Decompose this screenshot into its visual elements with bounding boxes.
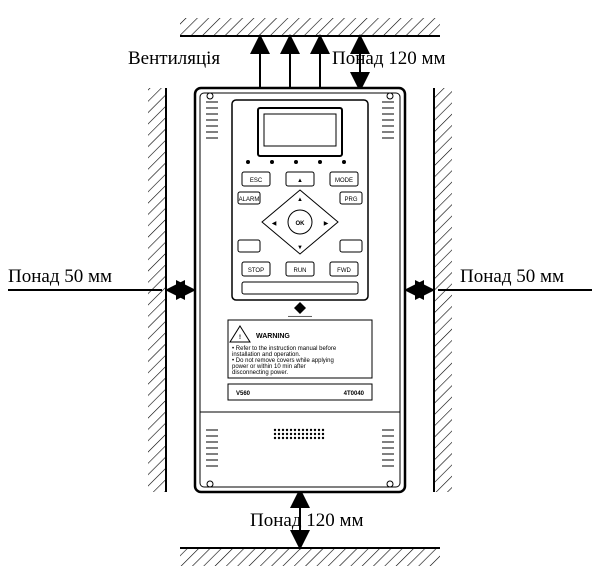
- svg-text:OK: OK: [296, 221, 306, 227]
- svg-text:disconnecting power.: disconnecting power.: [232, 370, 288, 376]
- wall-bottom: [180, 548, 440, 566]
- clearance-diagram: ESC ▲ MODE OK ▲ ▼ ◀ ▶ ALARM PRG: [0, 0, 600, 580]
- keypad: ESC ▲ MODE OK ▲ ▼ ◀ ▶ ALARM PRG: [232, 100, 368, 300]
- svg-text:▶: ▶: [324, 221, 329, 227]
- right-clearance-label: Понад 50 мм: [460, 266, 564, 288]
- wall-top: [180, 18, 440, 36]
- svg-text:!: !: [239, 335, 241, 341]
- svg-text:▼: ▼: [297, 245, 303, 251]
- svg-text:ALARM: ALARM: [239, 197, 260, 203]
- top-clearance-label: Понад 120 мм: [332, 48, 446, 70]
- svg-text:RUN: RUN: [294, 268, 307, 274]
- left-clearance-label: Понад 50 мм: [8, 266, 112, 288]
- bottom-clearance-label: Понад 120 мм: [250, 510, 364, 532]
- svg-text:ESC: ESC: [250, 178, 263, 184]
- display-screen: [258, 108, 342, 156]
- svg-text:FWD: FWD: [337, 268, 351, 274]
- svg-text:STOP: STOP: [248, 268, 264, 274]
- svg-text:4T0040: 4T0040: [344, 391, 365, 397]
- ventilation-label: Вентиляція: [128, 48, 220, 70]
- model-strip: V560 4T0040: [228, 384, 372, 400]
- svg-text:————: ————: [288, 314, 312, 320]
- svg-text:PRG: PRG: [344, 197, 357, 203]
- svg-text:▲: ▲: [297, 197, 303, 203]
- ventilation-arrows: [260, 38, 320, 88]
- svg-text:▲: ▲: [297, 178, 303, 184]
- svg-text:V560: V560: [236, 391, 251, 397]
- svg-text:WARNING: WARNING: [256, 333, 290, 340]
- device: ESC ▲ MODE OK ▲ ▼ ◀ ▶ ALARM PRG: [195, 88, 405, 492]
- svg-text:MODE: MODE: [335, 178, 353, 184]
- warning-label: ! WARNING • Refer to the instruction man…: [228, 320, 372, 378]
- svg-text:◀: ◀: [272, 221, 277, 227]
